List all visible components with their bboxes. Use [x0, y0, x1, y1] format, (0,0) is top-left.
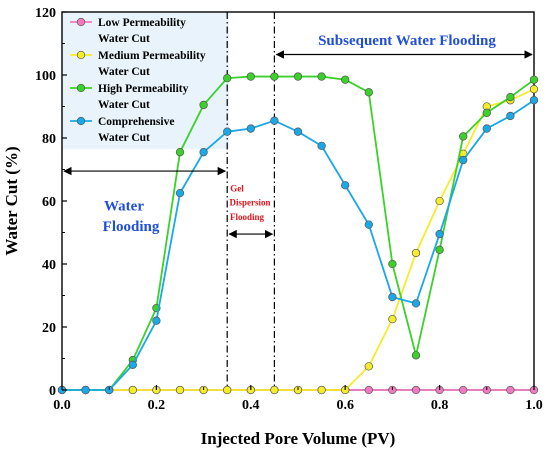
- y-tick-label: 120: [35, 6, 56, 21]
- series-4: [57, 96, 539, 395]
- data-point: [435, 245, 444, 254]
- data-point: [388, 292, 397, 302]
- data-point: [529, 75, 539, 84]
- legend-entry-1: Low Permeability Water Cut: [70, 17, 186, 45]
- data-point: [411, 299, 421, 308]
- x-tick-label: 0.6: [336, 398, 354, 413]
- data-point: [246, 72, 255, 81]
- x-axis-title: Injected Pore Volume (PV): [201, 429, 396, 448]
- legend-label-line2: Water Cut: [98, 132, 150, 144]
- data-point: [223, 73, 232, 83]
- data-point: [152, 316, 161, 325]
- data-point: [459, 155, 468, 165]
- legend-label-line2: Water Cut: [98, 99, 150, 111]
- data-point: [199, 148, 208, 157]
- subsequent-flooding-label: Subsequent Water Flooding: [318, 33, 496, 49]
- data-point: [388, 259, 397, 269]
- x-tick-label: 1.0: [525, 398, 543, 413]
- data-point: [128, 385, 137, 395]
- data-point: [364, 88, 373, 97]
- data-point: [364, 362, 373, 371]
- legend-swatch-marker: [76, 17, 86, 27]
- legend-entry-3: High Permeability Water Cut: [70, 83, 189, 111]
- data-point: [81, 385, 90, 395]
- gel-label-line2: Dispersion: [229, 198, 270, 208]
- legend-swatch-marker: [76, 116, 86, 126]
- data-point: [341, 75, 350, 84]
- data-point: [411, 385, 421, 395]
- data-point: [317, 385, 326, 395]
- data-point: [317, 141, 326, 151]
- data-point: [223, 385, 232, 395]
- legend-label-line2: Water Cut: [98, 66, 150, 78]
- data-point: [482, 124, 491, 133]
- legend-entry-4: Comprehensive Water Cut: [70, 116, 174, 144]
- data-point: [435, 196, 444, 206]
- data-point: [388, 314, 397, 324]
- data-point: [199, 100, 208, 110]
- data-point: [459, 132, 468, 141]
- data-point: [341, 181, 350, 190]
- legend-entry-2: Medium Permeability Water Cut: [70, 50, 206, 78]
- data-point: [175, 385, 185, 395]
- y-tick-label: 80: [42, 132, 56, 147]
- data-point: [529, 85, 539, 94]
- water-flooding-label-line1: Water: [104, 198, 144, 214]
- data-point: [435, 229, 444, 239]
- data-point: [293, 72, 303, 81]
- data-point: [506, 111, 515, 121]
- legend-swatch-marker: [76, 83, 86, 93]
- data-point: [293, 127, 303, 136]
- x-tick-label: 0.2: [148, 398, 166, 413]
- data-point: [506, 385, 515, 395]
- legend-label-line1: Medium Permeability: [98, 50, 206, 62]
- data-point: [364, 220, 373, 229]
- y-tick-label: 100: [35, 69, 56, 84]
- data-point: [270, 385, 279, 395]
- data-point: [175, 188, 185, 198]
- data-point: [482, 108, 491, 117]
- data-point: [270, 72, 279, 81]
- y-axis-title: Water Cut (%): [2, 146, 21, 255]
- gel-label-line3: Flooding: [230, 212, 265, 222]
- water-flooding-label-line2: Flooding: [103, 219, 160, 235]
- legend-background: [63, 13, 229, 149]
- legend-swatch-marker: [76, 50, 86, 60]
- y-tick-label: 40: [42, 258, 56, 273]
- data-point: [128, 360, 137, 369]
- data-point: [364, 385, 373, 395]
- data-point: [506, 92, 515, 102]
- x-tick-label: 0.8: [431, 398, 449, 413]
- y-tick-label: 60: [42, 195, 56, 210]
- x-tick-label: 0.4: [242, 398, 260, 413]
- data-point: [411, 248, 421, 258]
- data-point: [270, 116, 279, 125]
- legend-label-line1: Comprehensive: [98, 116, 174, 128]
- legend-label-line2: Water Cut: [98, 33, 150, 45]
- x-tick-label: 0.0: [53, 398, 71, 413]
- gel-label-line1: Gel: [230, 184, 244, 194]
- data-point: [175, 148, 185, 157]
- legend-label-line1: High Permeability: [98, 83, 189, 95]
- data-point: [459, 385, 468, 395]
- y-tick-label: 20: [42, 321, 56, 336]
- data-point: [411, 351, 421, 360]
- legend-label-line1: Low Permeability: [98, 17, 186, 29]
- data-point: [223, 127, 232, 136]
- data-point: [317, 72, 326, 81]
- data-point: [529, 96, 539, 105]
- data-point: [246, 124, 255, 133]
- y-tick-label: 0: [49, 384, 56, 399]
